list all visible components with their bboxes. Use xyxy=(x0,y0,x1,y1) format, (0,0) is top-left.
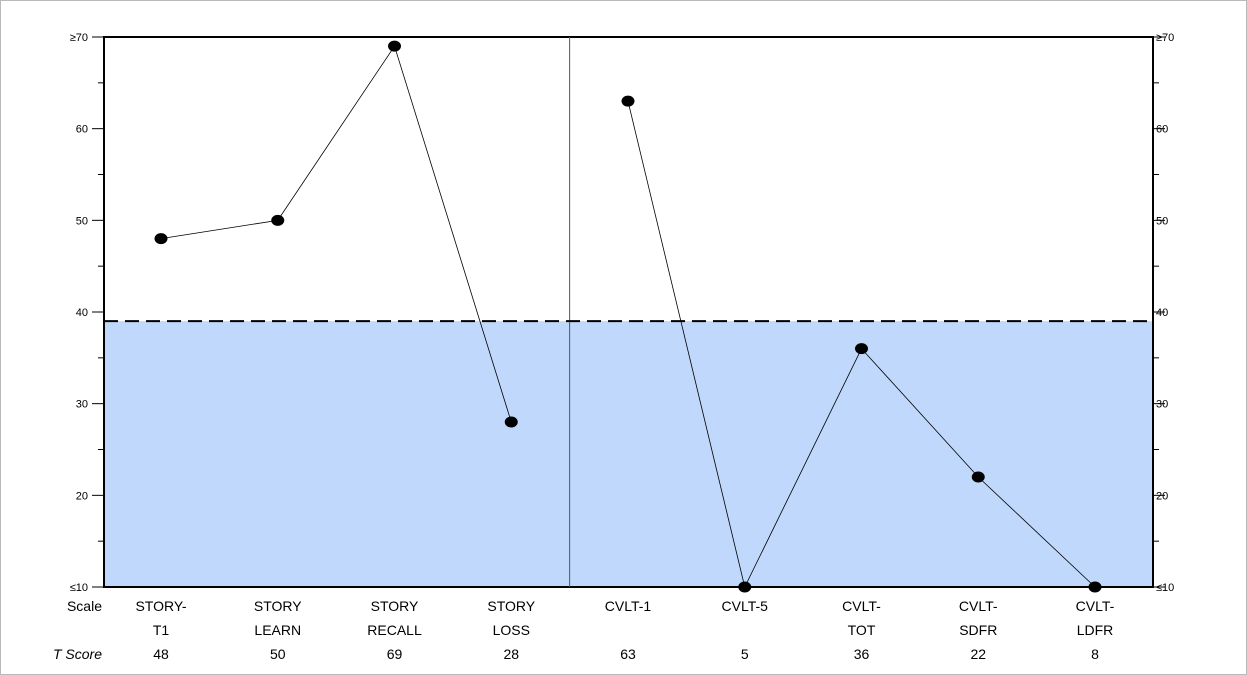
t-score-value: 28 xyxy=(503,646,519,662)
left-tick-label: ≤10 xyxy=(70,582,88,594)
data-point xyxy=(855,343,868,355)
category-label: RECALL xyxy=(367,622,422,638)
t-score-value: 69 xyxy=(387,646,403,662)
left-tick-label: 40 xyxy=(76,307,88,319)
data-point xyxy=(504,416,518,428)
t-score-value: 36 xyxy=(854,646,870,662)
category-label: CVLT- xyxy=(842,598,881,614)
right-tick-label: 20 xyxy=(1156,490,1168,502)
data-point xyxy=(388,40,401,52)
category-label: LDFR xyxy=(1077,622,1114,638)
t-score-value: 50 xyxy=(270,646,286,662)
right-tick-label: ≤10 xyxy=(1156,582,1174,594)
left-tick-label: 60 xyxy=(76,124,88,136)
category-label: STORY xyxy=(254,598,302,614)
category-label: SDFR xyxy=(959,622,997,638)
category-label: STORY xyxy=(371,598,419,614)
category-label: CVLT-5 xyxy=(722,598,769,614)
series-line xyxy=(160,45,512,423)
category-label: CVLT- xyxy=(1076,598,1115,614)
scale-row-label: Scale xyxy=(67,598,102,614)
data-point xyxy=(738,581,752,593)
left-tick-label: ≥70 xyxy=(70,32,88,44)
left-tick-label: 20 xyxy=(76,490,88,502)
t-score-value: 48 xyxy=(153,646,169,662)
left-tick-label: 30 xyxy=(76,399,88,411)
category-label: T1 xyxy=(153,622,170,638)
category-label: LOSS xyxy=(493,622,530,638)
category-label: TOT xyxy=(848,622,876,638)
data-point xyxy=(1088,581,1102,593)
right-tick-label: 50 xyxy=(1156,215,1168,227)
data-point xyxy=(971,471,985,483)
category-labels: STORY- T1 48 STORY LEARN 50 STORY RECALL 69 STORY… xyxy=(135,598,1114,662)
data-point xyxy=(621,95,635,107)
t-score-value: 22 xyxy=(970,646,986,662)
right-tick-label: 30 xyxy=(1156,399,1168,411)
right-tick-label: 40 xyxy=(1156,307,1168,319)
category-label: STORY- xyxy=(135,598,186,614)
t-score-series xyxy=(154,40,1102,593)
t-score-row-label: T Score xyxy=(53,646,102,662)
t-score-value: 5 xyxy=(741,646,749,662)
right-tick-label: ≥70 xyxy=(1156,32,1174,44)
t-score-value: 8 xyxy=(1091,646,1099,662)
data-point xyxy=(154,233,168,245)
right-tick-label: 60 xyxy=(1156,124,1168,136)
plot-border xyxy=(103,36,1154,588)
left-axis-ticks: ≤10 20 30 40 50 60 ≥70 xyxy=(70,32,104,594)
t-score-value: 63 xyxy=(620,646,636,662)
category-label: LEARN xyxy=(254,622,301,638)
below-threshold-band xyxy=(104,321,1153,587)
left-tick-label: 50 xyxy=(76,215,88,227)
category-label: STORY xyxy=(487,598,535,614)
data-point xyxy=(271,214,285,226)
right-axis-ticks: ≤10 20 30 40 50 60 ≥70 xyxy=(1153,32,1174,594)
category-label: CVLT- xyxy=(959,598,998,614)
category-label: CVLT-1 xyxy=(605,598,652,614)
